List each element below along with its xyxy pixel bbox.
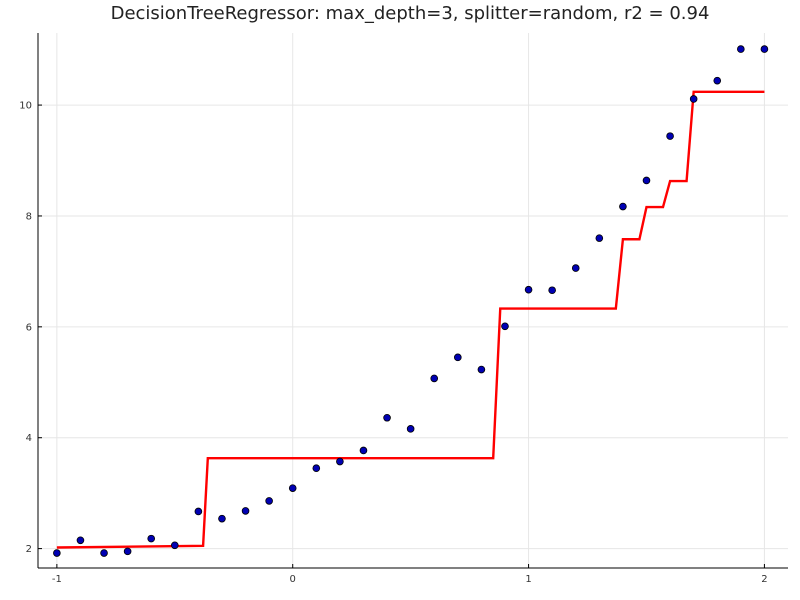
- scatter-point: [100, 549, 108, 557]
- y-tick-label: 4: [26, 433, 32, 444]
- scatter-point: [53, 549, 61, 557]
- scatter-point: [737, 45, 745, 53]
- scatter-point: [359, 446, 368, 455]
- x-tick-label: 0: [290, 574, 296, 585]
- scatter-point: [501, 322, 509, 331]
- scatter-point: [666, 132, 674, 140]
- scatter-point: [312, 464, 321, 473]
- scatter-point: [194, 507, 203, 516]
- scatter-point: [713, 76, 722, 85]
- grid: [38, 33, 788, 568]
- scatter-point: [406, 425, 415, 433]
- scatter-points-layer: [53, 45, 769, 557]
- scatter-point: [477, 365, 486, 374]
- scatter-point: [265, 497, 273, 505]
- scatter-point: [288, 484, 297, 492]
- scatter-point: [241, 507, 250, 515]
- scatter-point: [76, 536, 85, 545]
- scatter-point: [454, 353, 462, 362]
- scatter-point: [218, 514, 226, 523]
- scatter-point: [760, 45, 769, 53]
- axes: -1 0 1 2 2 4 6 8 10: [19, 33, 788, 585]
- x-tick-label: 1: [525, 574, 531, 585]
- scatter-point: [595, 234, 604, 242]
- chart-title: DecisionTreeRegressor: max_depth=3, spli…: [111, 3, 710, 24]
- x-tick-label: 2: [761, 574, 767, 585]
- regression-step-line: [56, 90, 765, 549]
- scatter-point: [147, 534, 156, 543]
- x-tick-label: -1: [52, 574, 62, 585]
- scatter-point: [689, 95, 698, 103]
- scatter-point: [170, 541, 179, 550]
- scatter-point: [336, 457, 344, 466]
- scatter-point: [383, 413, 391, 422]
- y-tick-label: 2: [26, 544, 32, 555]
- scatter-point: [619, 202, 627, 211]
- scatter-point: [548, 286, 556, 295]
- scatter-point: [571, 264, 580, 272]
- scatter-point: [642, 176, 651, 185]
- y-tick-label: 8: [26, 211, 32, 222]
- regression-line-layer: [56, 90, 765, 549]
- y-tick-label: 6: [26, 322, 32, 333]
- scatter-point: [524, 285, 533, 294]
- scatter-point: [123, 547, 132, 556]
- scatter-point: [430, 374, 439, 383]
- y-tick-label: 10: [19, 101, 32, 112]
